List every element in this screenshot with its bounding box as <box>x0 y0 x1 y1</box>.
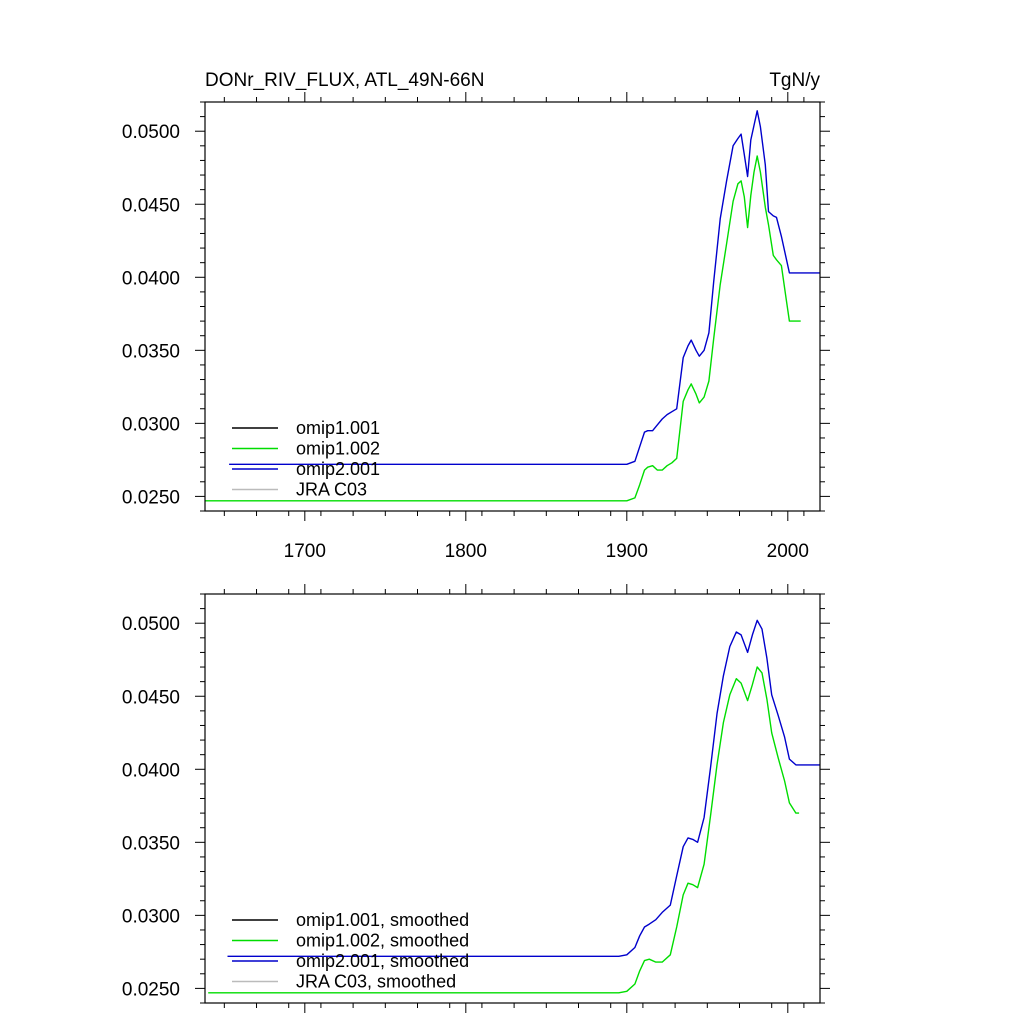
series-lines <box>208 619 820 994</box>
units-label: TgN/y <box>769 70 820 91</box>
series-line <box>229 110 820 465</box>
y-tick-label: 0.0300 <box>122 414 180 435</box>
x-tick-label: 1800 <box>445 541 487 562</box>
top-plot-panel: DONr_RIV_FLUX, ATL_49N-66N TgN/y 0.02500… <box>122 70 830 562</box>
y-tick-label: 0.0250 <box>122 979 180 1000</box>
y-tick-label: 0.0400 <box>122 760 180 781</box>
x-tick-label: 2000 <box>767 541 809 562</box>
axis-ticks <box>195 584 830 1013</box>
x-tick-label: 1700 <box>284 541 326 562</box>
bottom-plot-panel: 0.0250 0.0300 0.0350 0.0400 0.0450 0.0500 omi… <box>122 584 830 1013</box>
y-tick-label: 0.0250 <box>122 487 180 508</box>
y-tick-label: 0.0350 <box>122 833 180 854</box>
y-tick-labels: 0.0250 0.0300 0.0350 0.0400 0.0450 0.0500 <box>122 122 180 508</box>
legend-label: omip1.001, smoothed <box>296 910 469 930</box>
y-tick-label: 0.0350 <box>122 341 180 362</box>
plot-frame <box>204 593 821 1004</box>
legend-label: omip1.002 <box>296 439 380 459</box>
legend-label: JRA C03, smoothed <box>296 972 456 992</box>
series-lines <box>205 110 820 502</box>
chart-title: DONr_RIV_FLUX, ATL_49N-66N <box>205 70 484 91</box>
series-line <box>227 619 820 957</box>
legend-label: omip2.001, smoothed <box>296 951 469 971</box>
y-tick-label: 0.0450 <box>122 195 180 216</box>
y-tick-labels: 0.0250 0.0300 0.0350 0.0400 0.0450 0.0500 <box>122 614 180 1000</box>
legend-label: omip1.002, smoothed <box>296 931 469 951</box>
plot-frame <box>204 101 821 512</box>
y-tick-label: 0.0500 <box>122 122 180 143</box>
series-line <box>208 666 800 994</box>
legend-label: JRA C03 <box>296 480 367 500</box>
x-tick-label: 1900 <box>606 541 648 562</box>
series-line <box>205 155 801 502</box>
y-tick-label: 0.0400 <box>122 268 180 289</box>
y-tick-label: 0.0500 <box>122 614 180 635</box>
y-tick-label: 0.0300 <box>122 906 180 927</box>
x-tick-labels: 1700 1800 1900 2000 <box>284 541 809 562</box>
legend-label: omip1.001 <box>296 418 380 438</box>
axis-ticks <box>195 92 830 521</box>
y-tick-label: 0.0450 <box>122 687 180 708</box>
legend-label: omip2.001 <box>296 459 380 479</box>
